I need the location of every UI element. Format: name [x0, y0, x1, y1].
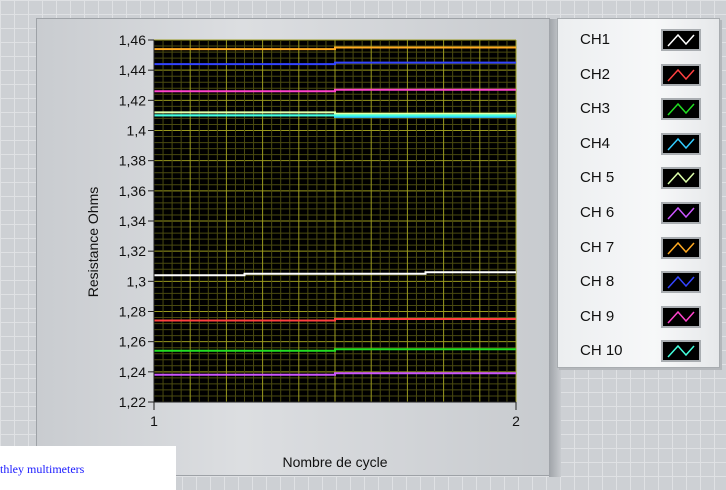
x-axis-title: Nombre de cycle — [282, 454, 387, 470]
y-tick-label: 1,46 — [119, 32, 146, 48]
y-tick-label: 1,3 — [127, 273, 147, 289]
legend-line-sample — [667, 33, 695, 47]
resistance-chart: 1,22 1,24 1,26 1,28 1,3 1,32 1,34 1,36 1,38 1,4 1,… — [85, 32, 520, 470]
legend-line-sample-icon — [667, 103, 695, 116]
y-tick-label: 1,38 — [119, 153, 146, 169]
legend-line-sample-icon — [667, 345, 695, 358]
legend-item-ch8[interactable]: CH 8 — [558, 265, 721, 299]
legend-item-ch4[interactable]: CH4 — [558, 127, 721, 161]
legend-label: CH 10 — [580, 342, 623, 360]
y-axis-title: Resistance Ohms — [85, 187, 101, 297]
legend-line-sample — [667, 137, 695, 151]
legend-label: CH 8 — [580, 273, 615, 291]
y-tick-label: 1,26 — [119, 334, 146, 350]
series-line-ch5 — [154, 111, 516, 115]
legend-label: CH 7 — [580, 238, 615, 256]
legend-line-sample — [667, 241, 695, 255]
legend-item-ch6[interactable]: CH 6 — [558, 196, 721, 230]
legend-swatch — [661, 305, 701, 328]
series-line-ch2 — [154, 318, 516, 322]
legend-item-ch2[interactable]: CH2 — [558, 58, 721, 92]
legend-item-ch7[interactable]: CH 7 — [558, 231, 721, 265]
legend-swatch — [661, 132, 701, 155]
y-tick-label: 1,28 — [119, 304, 146, 320]
caption-text: thley multimeters — [0, 462, 85, 476]
legend-swatch — [661, 63, 701, 86]
y-tick-label: 1,24 — [119, 364, 146, 380]
y-tick-label: 1,42 — [119, 92, 146, 108]
legend-swatch — [661, 271, 701, 294]
legend-line-sample — [667, 103, 695, 116]
y-tick-label: 1,44 — [119, 62, 146, 78]
legend-line-sample — [667, 345, 695, 358]
legend-line-sample-icon — [667, 206, 695, 220]
legend-label: CH 6 — [580, 204, 615, 221]
plot-legend: CH1 CH2 CH3 CH4 CH 5 CH 6 CH 7 CH 8 CH 9 CH 10 — [557, 18, 720, 368]
legend-label: CH 5 — [580, 169, 615, 187]
legend-swatch — [661, 236, 701, 259]
series-line-ch6 — [154, 372, 516, 376]
legend-line-sample — [667, 206, 695, 220]
legend-swatch — [661, 202, 701, 224]
y-tick-label: 1,4 — [127, 123, 147, 139]
y-tick-label: 1,32 — [119, 243, 146, 259]
legend-swatch — [661, 98, 701, 121]
legend-item-ch3[interactable]: CH3 — [558, 92, 721, 126]
legend-line-sample-icon — [667, 310, 695, 324]
legend-swatch — [661, 167, 701, 190]
y-tick-label: 1,22 — [119, 394, 146, 410]
legend-line-sample-icon — [667, 241, 695, 255]
legend-line-sample — [667, 68, 695, 82]
legend-line-sample-icon — [667, 276, 695, 289]
series-line-ch8 — [154, 61, 516, 66]
y-tick-label: 1,34 — [119, 213, 146, 229]
legend-item-ch9[interactable]: CH 9 — [558, 300, 721, 334]
legend-line-sample-icon — [667, 33, 695, 47]
legend-line-sample — [667, 310, 695, 324]
x-tick-label: 1 — [150, 413, 158, 429]
legend-label: CH1 — [580, 31, 611, 48]
caption-fragment: thley multimeters — [0, 446, 176, 490]
legend-item-ch10[interactable]: CH 10 — [558, 334, 721, 368]
legend-swatch — [661, 29, 701, 51]
legend-label: CH 9 — [580, 307, 615, 325]
legend-label: CH3 — [580, 100, 611, 118]
x-tick-label: 2 — [512, 413, 520, 429]
legend-label: CH2 — [580, 65, 611, 83]
legend-item-ch1[interactable]: CH1 — [558, 23, 721, 57]
y-tick-label: 1,36 — [119, 183, 146, 199]
legend-label: CH4 — [580, 134, 611, 152]
legend-item-ch5[interactable]: CH 5 — [558, 161, 721, 195]
legend-line-sample-icon — [667, 137, 695, 151]
legend-line-sample — [667, 276, 695, 289]
legend-line-sample — [667, 172, 695, 185]
legend-line-sample-icon — [667, 68, 695, 82]
legend-swatch — [661, 340, 701, 363]
series-line-ch7 — [154, 46, 516, 51]
series-line-ch3 — [154, 348, 516, 352]
series-line-ch9 — [154, 88, 516, 93]
legend-line-sample-icon — [667, 172, 695, 185]
series-line-ch1 — [154, 271, 516, 277]
